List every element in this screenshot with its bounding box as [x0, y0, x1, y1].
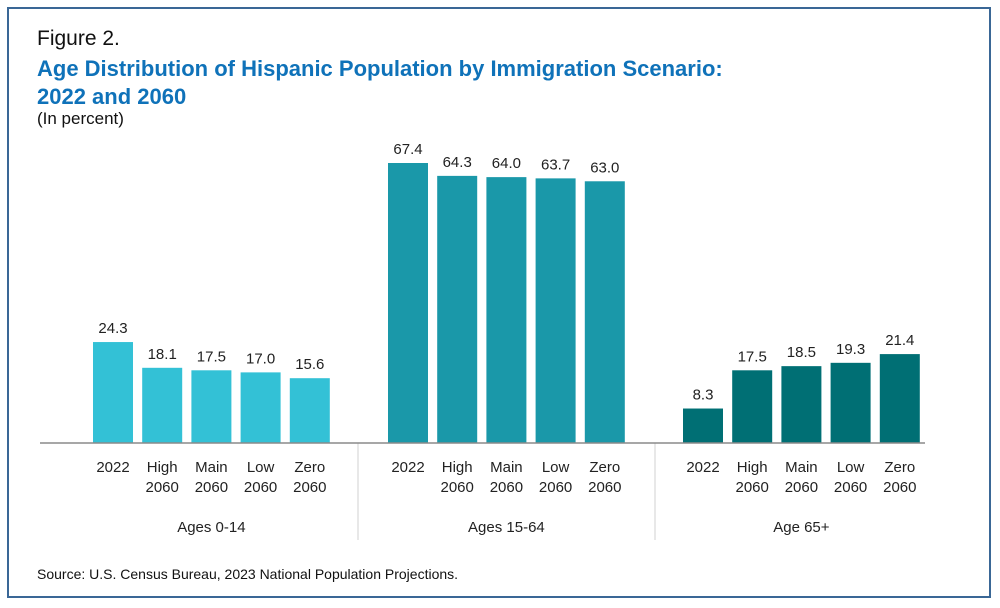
- tick-label: Low: [247, 459, 275, 476]
- bar: [683, 408, 723, 443]
- chart-title-line-2: 2022 and 2060: [37, 84, 187, 109]
- tick-label: Zero: [884, 459, 915, 476]
- tick-label: 2060: [588, 479, 621, 496]
- data-label: 17.0: [246, 350, 275, 367]
- data-label: 63.0: [590, 159, 619, 176]
- data-label: 15.6: [295, 356, 324, 373]
- tick-label: 2060: [785, 479, 818, 496]
- data-label: 63.7: [541, 156, 570, 173]
- bar: [191, 370, 232, 443]
- tick-label: Low: [837, 459, 865, 476]
- data-label: 21.4: [885, 332, 914, 349]
- bar: [732, 370, 773, 443]
- tick-label: 2060: [293, 479, 326, 496]
- tick-label: Low: [542, 459, 570, 476]
- data-label: 18.5: [787, 344, 816, 361]
- data-label: 17.5: [197, 348, 226, 365]
- bar: [535, 178, 576, 444]
- figure-frame: [7, 7, 991, 598]
- tick-label: 2060: [244, 479, 277, 496]
- unit-label: (In percent): [37, 109, 124, 128]
- data-label: 17.5: [738, 348, 767, 365]
- bar: [289, 378, 330, 443]
- tick-label: 2022: [96, 459, 129, 476]
- tick-label: High: [442, 459, 473, 476]
- tick-label: 2060: [441, 479, 474, 496]
- tick-label: Main: [785, 459, 818, 476]
- bar: [437, 175, 478, 443]
- tick-label: Zero: [294, 459, 325, 476]
- group-label: Ages 0-14: [177, 519, 245, 536]
- tick-label: 2022: [686, 459, 719, 476]
- tick-label: 2060: [883, 479, 916, 496]
- data-label: 67.4: [393, 141, 422, 158]
- source-note: Source: U.S. Census Bureau, 2023 Nationa…: [37, 566, 459, 582]
- tick-label: 2060: [539, 479, 572, 496]
- data-label: 64.3: [443, 154, 472, 171]
- tick-label: 2060: [736, 479, 769, 496]
- bar: [584, 181, 625, 443]
- chart-title: Age Distribution of Hispanic Population …: [37, 55, 723, 111]
- figure-label: Figure 2.: [37, 27, 120, 50]
- tick-label: High: [147, 459, 178, 476]
- bar: [879, 354, 920, 443]
- tick-label: Main: [195, 459, 228, 476]
- tick-label: 2022: [391, 459, 424, 476]
- bar: [486, 177, 527, 443]
- bar: [388, 163, 428, 443]
- data-label: 8.3: [693, 387, 714, 404]
- group-label: Age 65+: [773, 519, 830, 536]
- tick-label: 2060: [195, 479, 228, 496]
- group-label: Ages 15-64: [468, 519, 545, 536]
- data-label: 24.3: [98, 320, 127, 337]
- tick-label: 2060: [490, 479, 523, 496]
- bar: [781, 366, 822, 443]
- tick-label: High: [737, 459, 768, 476]
- data-label: 18.1: [148, 346, 177, 363]
- chart-title-line-1: Age Distribution of Hispanic Population …: [37, 56, 723, 81]
- tick-label: 2060: [146, 479, 179, 496]
- bar: [240, 372, 281, 443]
- bar: [93, 342, 133, 443]
- tick-label: 2060: [834, 479, 867, 496]
- tick-label: Zero: [589, 459, 620, 476]
- data-label: 64.0: [492, 155, 521, 172]
- tick-label: Main: [490, 459, 523, 476]
- bar: [830, 362, 871, 443]
- data-label: 19.3: [836, 341, 865, 358]
- bar: [142, 367, 183, 443]
